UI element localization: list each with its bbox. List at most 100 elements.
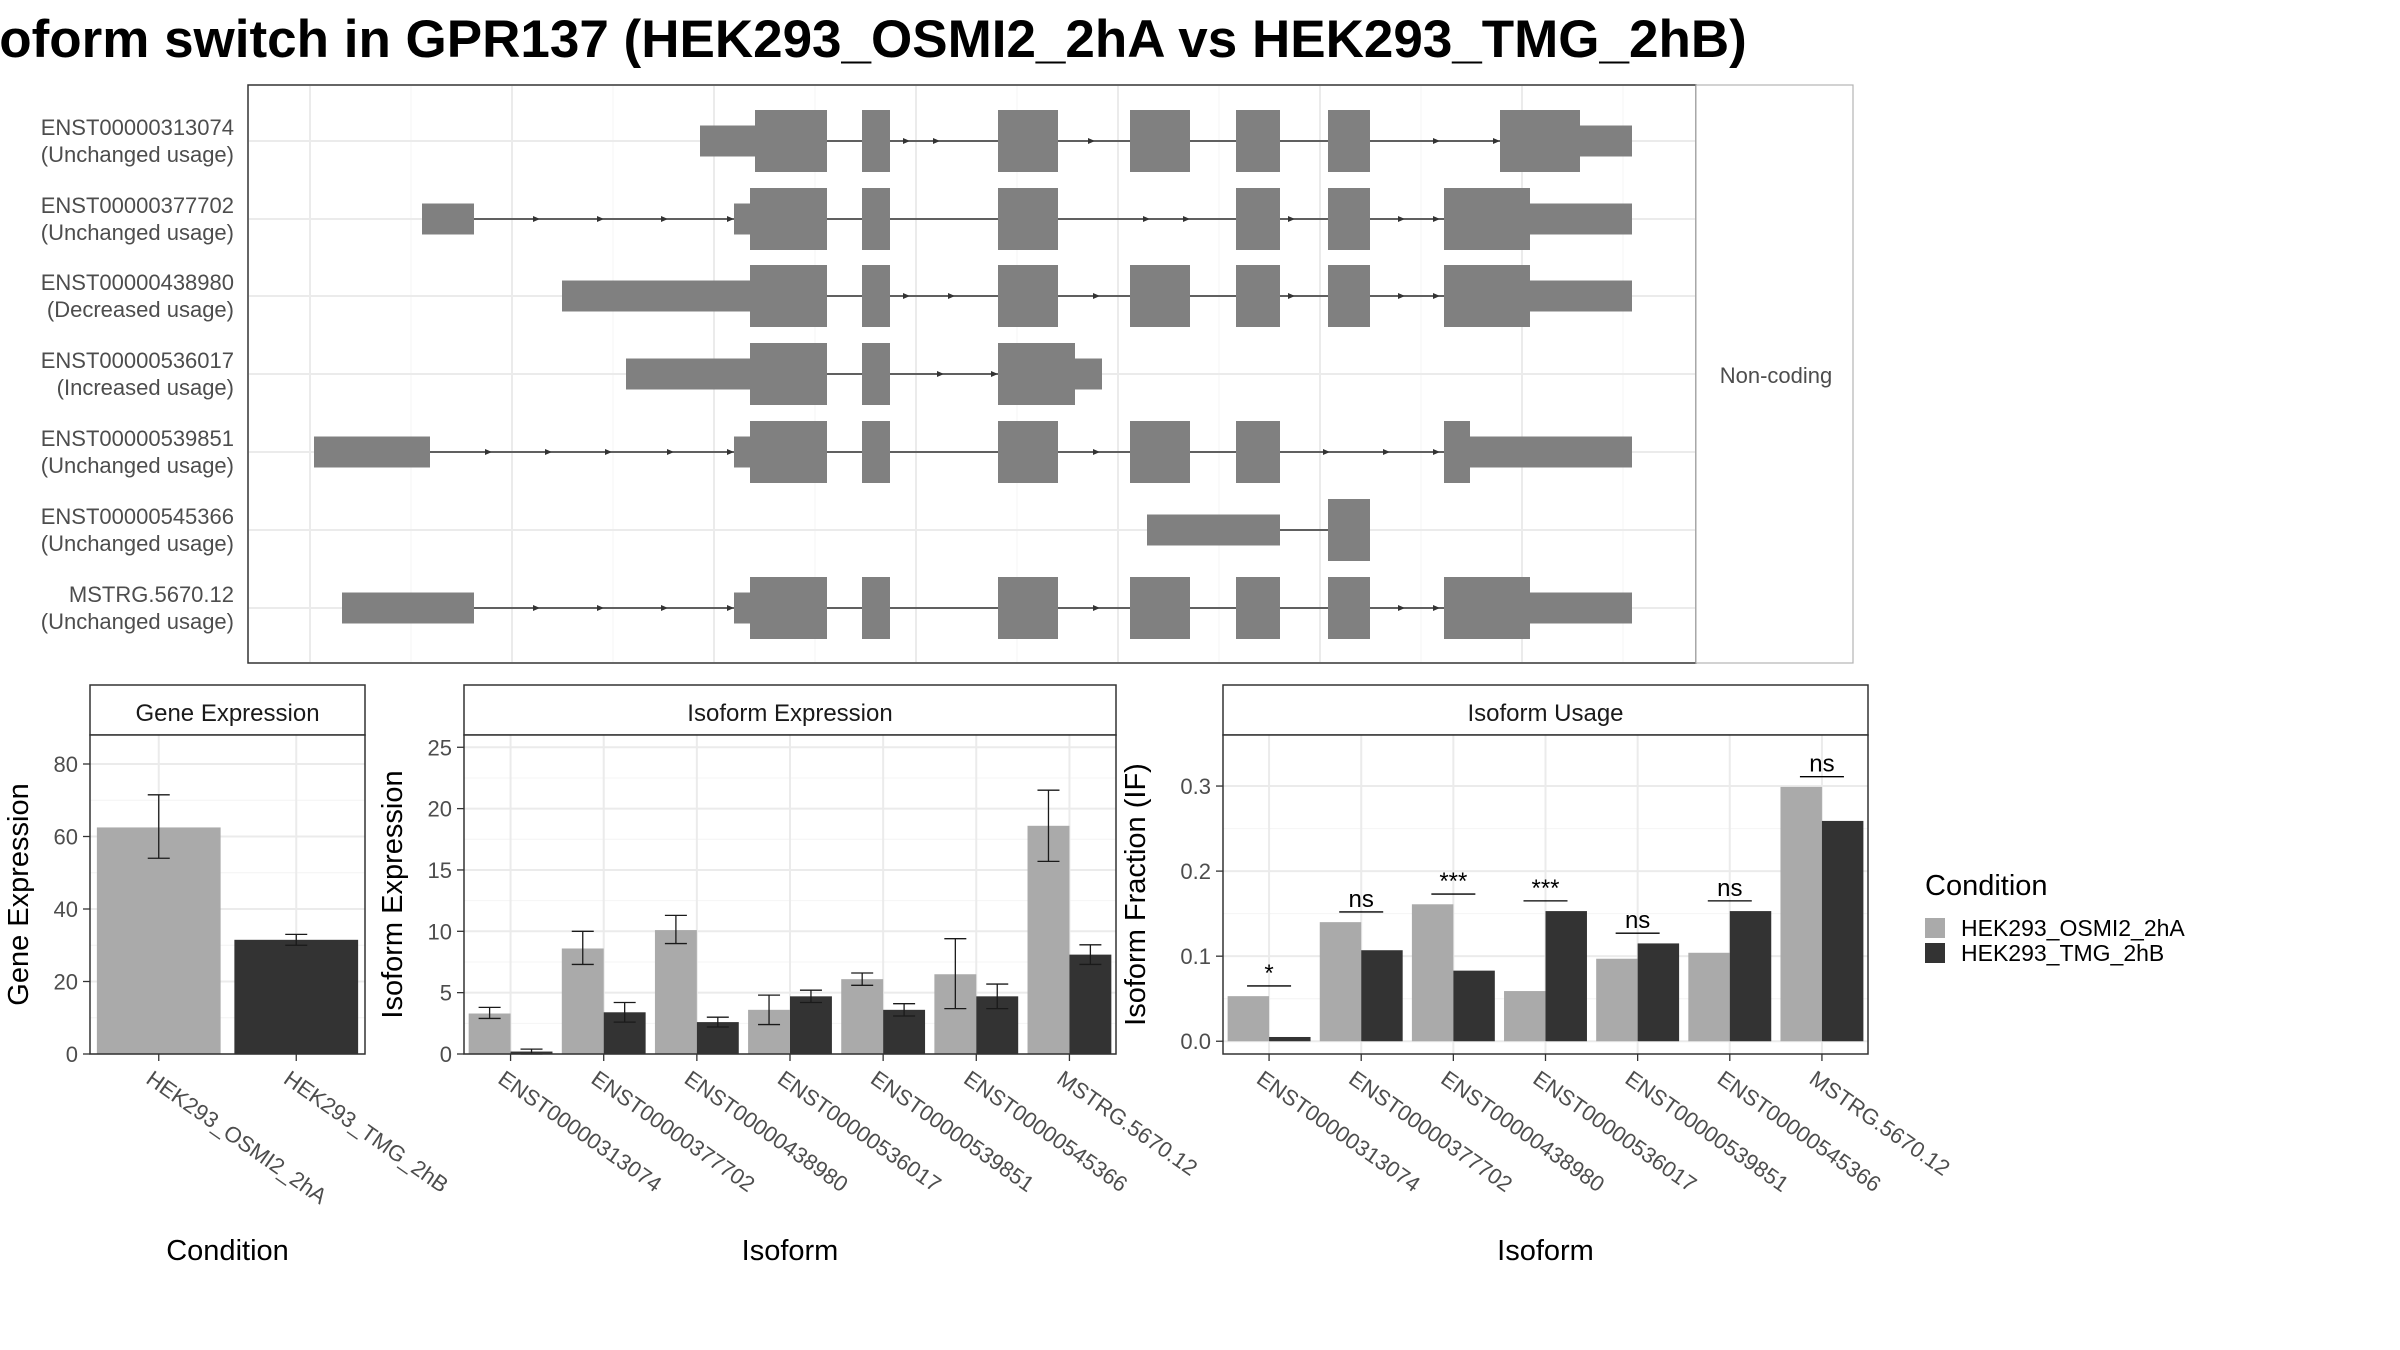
utr-exon (1530, 280, 1632, 312)
y-tick-label: 0 (440, 1042, 452, 1067)
intron-arrow (1383, 449, 1390, 455)
bar (883, 1009, 926, 1054)
utr-exon (1470, 436, 1632, 468)
y-tick-label: 40 (54, 897, 78, 922)
significance-label: *** (1531, 875, 1559, 902)
transcript-usage-label: (Increased usage) (57, 375, 234, 400)
transcript-track (562, 265, 1632, 327)
panel-strip-title: Isoform Usage (1467, 700, 1623, 727)
bar (1688, 952, 1730, 1042)
y-tick-label: 5 (440, 981, 452, 1006)
intron-arrow (667, 449, 674, 455)
utr-exon (626, 358, 750, 390)
panel-strip (89, 684, 366, 736)
transcript-track (422, 188, 1632, 250)
utr-exon (562, 280, 750, 312)
bar (1361, 950, 1403, 1042)
bar (1269, 1036, 1311, 1042)
transcript-id-label: ENST00000377702 (41, 193, 234, 218)
coding-exon (862, 577, 890, 639)
bar (1227, 996, 1270, 1042)
bar (1729, 911, 1772, 1042)
coding-exon (1236, 110, 1280, 172)
transcript-track (1147, 499, 1370, 561)
transcript-track (314, 421, 1632, 483)
intron-arrow (1323, 449, 1330, 455)
legend-label-cond1: HEK293_OSMI2_2hA (1961, 915, 2185, 941)
transcript-usage-label: (Unchanged usage) (41, 609, 234, 634)
coding-exon (1444, 265, 1530, 327)
bar (1453, 970, 1495, 1042)
facet-strip (1695, 84, 1854, 664)
x-tick-label: ENST00000377702 (587, 1066, 760, 1197)
bar (1545, 911, 1587, 1042)
coding-exon (862, 343, 890, 405)
utr-exon (1530, 203, 1632, 235)
intron-arrow (533, 216, 540, 222)
legend-swatch-cond2 (1925, 943, 1945, 963)
utr-exon (734, 436, 750, 468)
panel-strip-title: Isoform Expression (687, 700, 892, 727)
intron-arrow (933, 138, 940, 144)
coding-exon (750, 421, 827, 483)
coding-exon (998, 343, 1075, 405)
transcript-track (626, 343, 1102, 405)
utr-exon (700, 125, 755, 157)
coding-exon (1236, 265, 1280, 327)
coding-exon (750, 265, 827, 327)
utr-exon (1075, 358, 1102, 390)
intron-arrow (605, 449, 612, 455)
intron-arrow (485, 449, 492, 455)
intron-arrow (727, 216, 734, 222)
intron-arrow (903, 138, 910, 144)
panel-strip (1222, 684, 1869, 736)
y-tick-label: 0.0 (1180, 1029, 1211, 1054)
coding-exon (1130, 421, 1190, 483)
significance-label: ns (1625, 907, 1650, 934)
bar (1637, 943, 1680, 1042)
intron-arrow (937, 371, 944, 377)
coding-exon (1328, 110, 1370, 172)
transcript-id-label: ENST00000545366 (41, 504, 234, 529)
bar (841, 979, 884, 1054)
y-tick-label: 25 (428, 735, 452, 760)
intron-arrow (1093, 449, 1100, 455)
x-tick-label: ENST00000539851 (866, 1066, 1039, 1197)
coding-exon (750, 188, 827, 250)
x-tick-label: ENST00000536017 (1529, 1066, 1702, 1197)
transcript-usage-label: (Unchanged usage) (41, 453, 234, 478)
intron-arrow (727, 605, 734, 611)
x-tick-label: ENST00000536017 (773, 1066, 946, 1197)
coding-exon (1328, 577, 1370, 639)
coding-exon (1328, 188, 1370, 250)
legend: Condition HEK293_OSMI2_2hA HEK293_TMG_2h… (1925, 870, 2185, 966)
bar (1411, 904, 1454, 1042)
intron-arrow (1398, 605, 1405, 611)
x-tick-label: ENST00000438980 (680, 1066, 853, 1197)
coding-exon (1444, 188, 1530, 250)
coding-exon (1500, 110, 1580, 172)
structure-tracks (314, 110, 1632, 639)
transcript-structure-panel: Non-coding ENST00000313074(Unchanged usa… (41, 84, 1854, 664)
panel-strip-title: Gene Expression (135, 700, 319, 727)
utr-exon (422, 203, 474, 235)
y-tick-label: 10 (428, 919, 452, 944)
coding-exon (1236, 421, 1280, 483)
bar (96, 827, 221, 1054)
intron-arrow (661, 605, 668, 611)
coding-exon (862, 265, 890, 327)
coding-exon (1444, 577, 1530, 639)
x-tick-label: ENST00000313074 (1252, 1066, 1425, 1197)
panel-border (89, 734, 366, 1055)
y-tick-label: 15 (428, 858, 452, 883)
transcript-id-label: ENST00000539851 (41, 426, 234, 451)
intron-arrow (597, 216, 604, 222)
transcript-usage-label: (Decreased usage) (47, 297, 234, 322)
bar (654, 930, 697, 1054)
legend-swatch-cond1 (1925, 918, 1945, 938)
coding-exon (1236, 577, 1280, 639)
coding-exon (1130, 265, 1190, 327)
structure-y-labels: ENST00000313074(Unchanged usage)ENST0000… (41, 115, 234, 634)
intron-arrow (1433, 605, 1440, 611)
y-tick-label: 60 (54, 825, 78, 850)
